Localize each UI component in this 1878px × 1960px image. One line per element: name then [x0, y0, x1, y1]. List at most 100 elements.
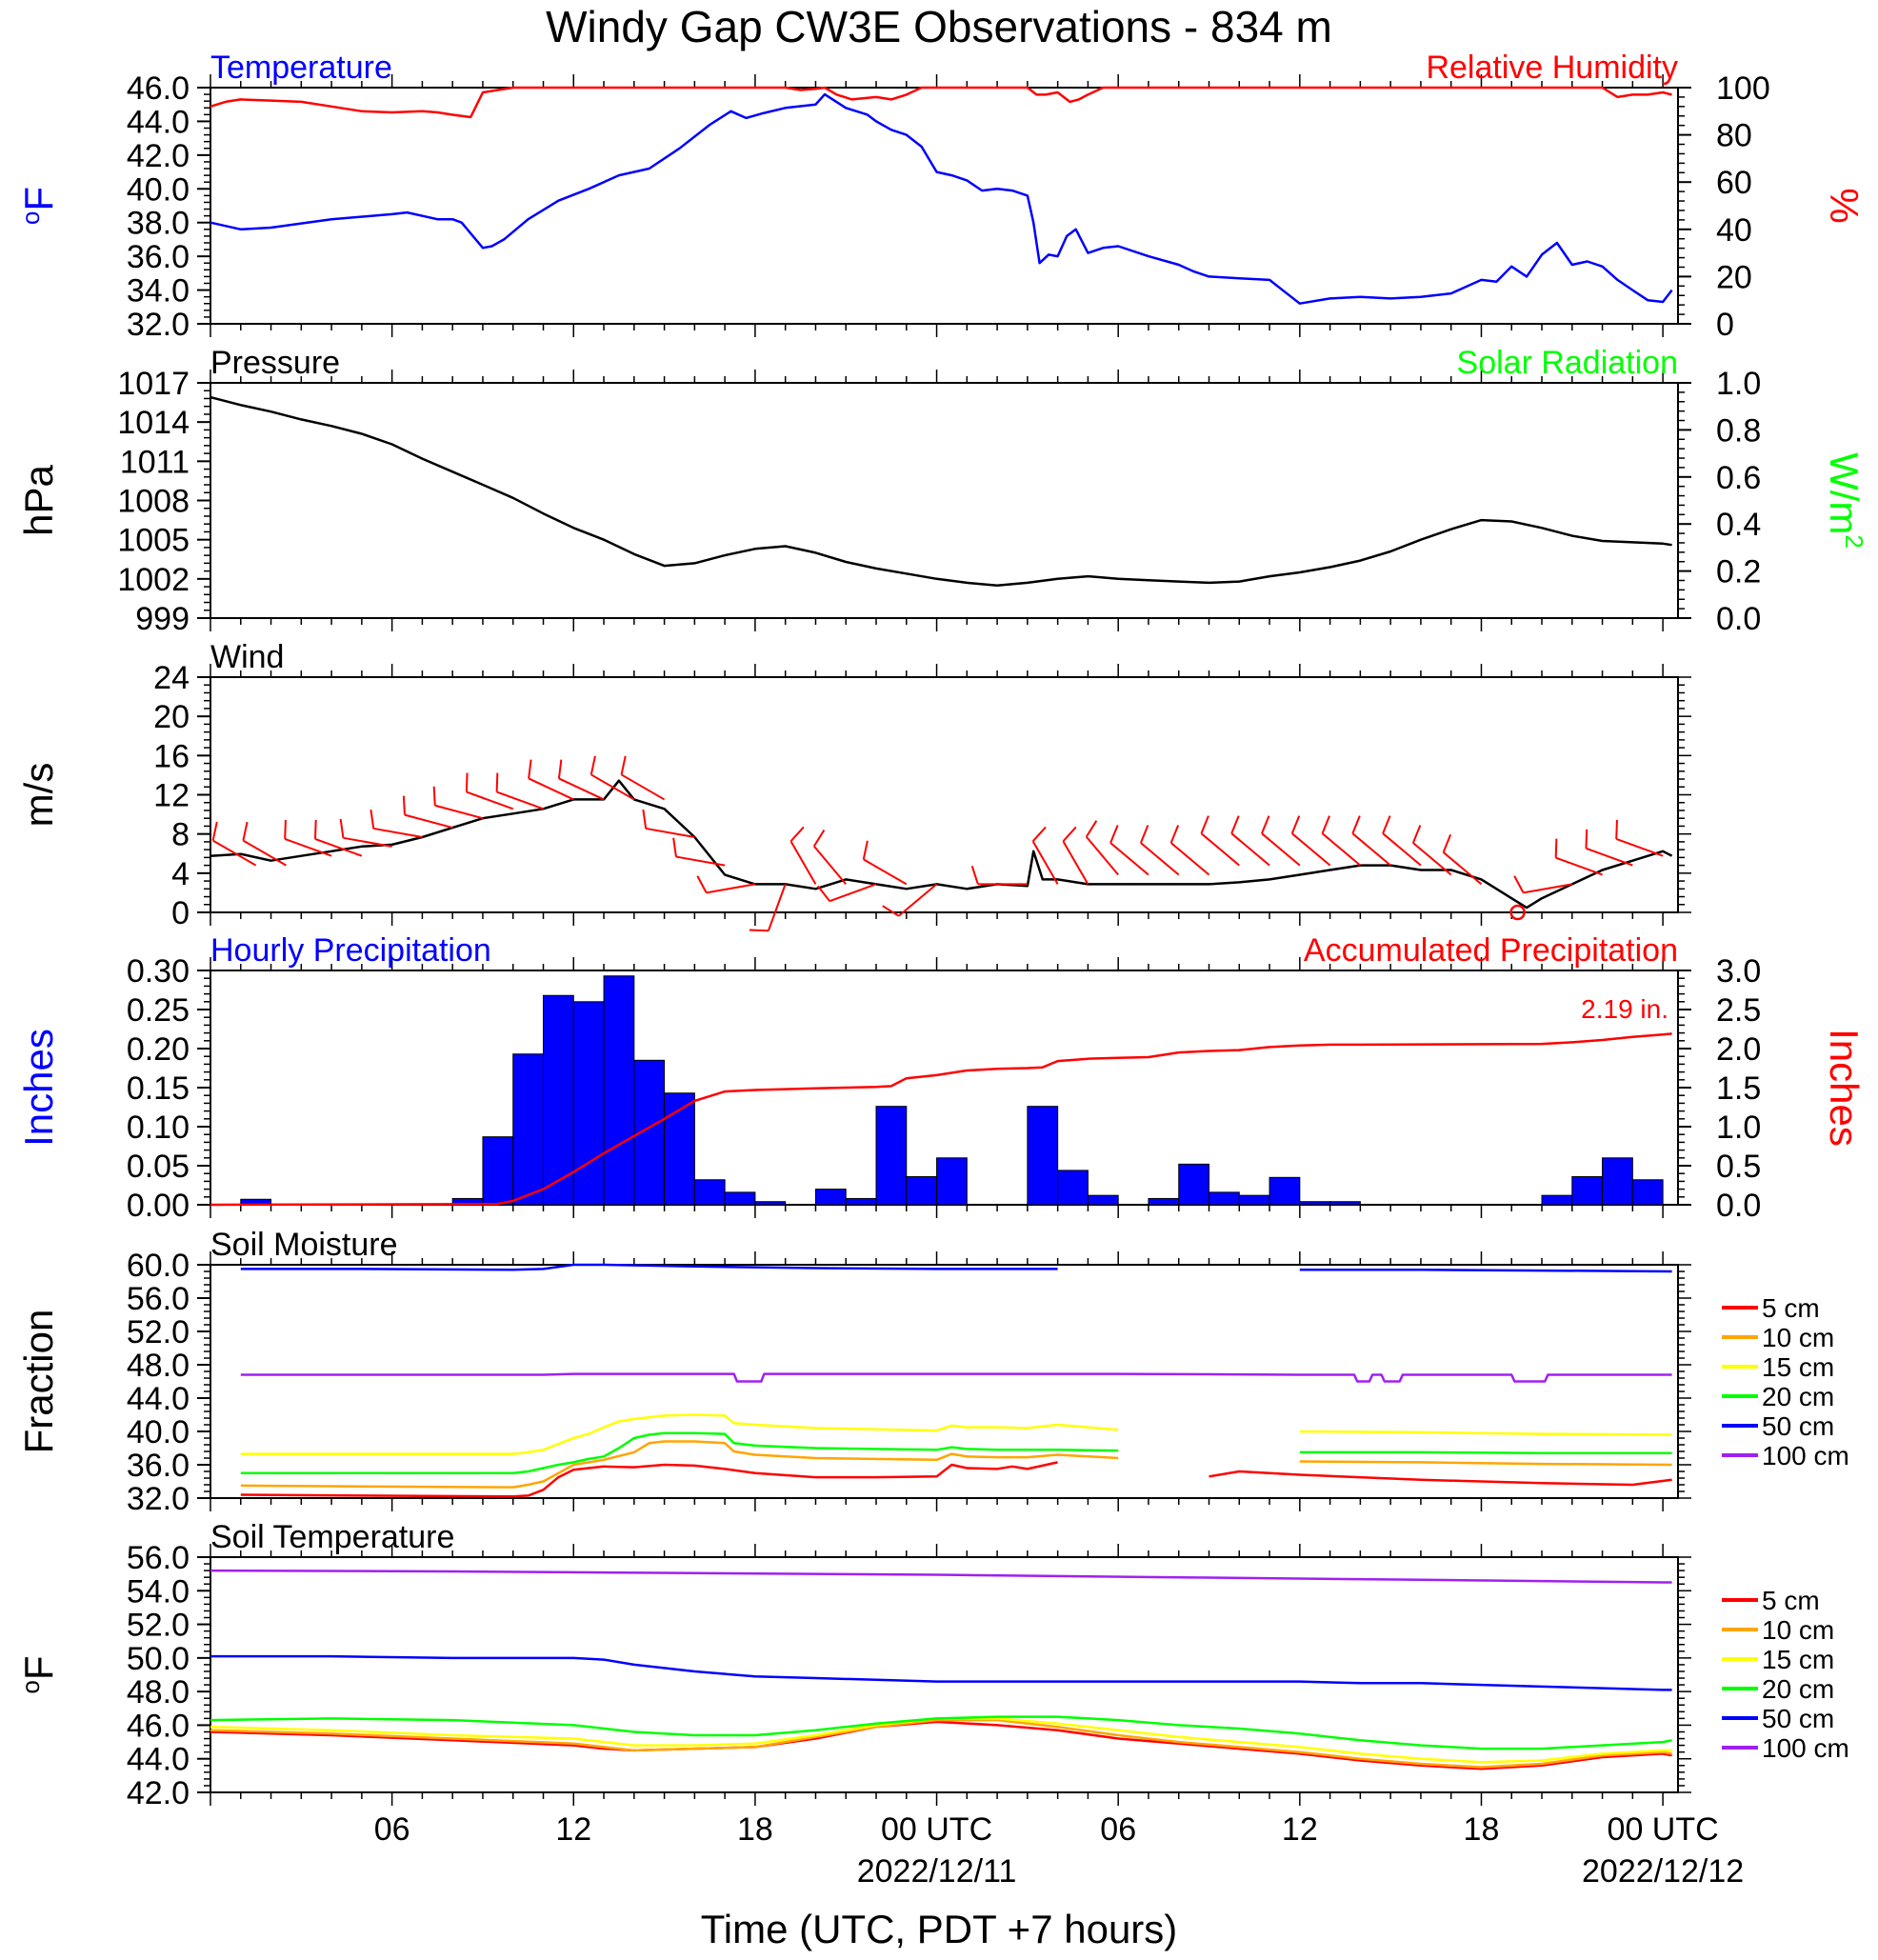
wind-barb-flag [1513, 875, 1525, 893]
y-axis-label-left: Fraction [16, 1310, 61, 1454]
x-tick-label: 06 [1100, 1811, 1136, 1848]
panel-title-left: Soil Temperature [210, 1519, 454, 1555]
precip-bar [1631, 1179, 1664, 1206]
wind-barb-flag [672, 837, 677, 857]
precip-bar [1299, 1201, 1331, 1206]
series-line-50-cm [240, 1263, 1058, 1271]
legend-label: 15 cm [1762, 1352, 1834, 1382]
y-tick-label-left: 0 [171, 895, 190, 931]
precip-bar [482, 1136, 514, 1206]
y-tick-label-left: 52.0 [127, 1314, 190, 1350]
precip-bar [1571, 1175, 1604, 1206]
series-line-10-cm [1299, 1460, 1672, 1467]
precip-bar [1057, 1170, 1089, 1206]
wind-barb [829, 883, 877, 903]
wind-barb-flag [528, 759, 532, 779]
y-tick-label-left: 42.0 [127, 1775, 190, 1811]
panel-title-left: Pressure [210, 345, 340, 381]
y-tick-label-left: 999 [135, 601, 190, 637]
series-line-20-cm [1299, 1450, 1672, 1455]
wind-barb [1615, 837, 1664, 857]
precip-bar [754, 1201, 787, 1206]
precip-bar [1178, 1163, 1210, 1206]
wind-barb-flag [242, 821, 249, 841]
wind-barb-flag [1109, 825, 1119, 844]
wind-barb-flag [589, 755, 596, 775]
x-tick-label: 12 [1282, 1811, 1318, 1848]
y-tick-label-right: 0.5 [1716, 1149, 1761, 1185]
legend-label: 50 cm [1762, 1704, 1834, 1733]
y-tick-label-left: 48.0 [127, 1674, 190, 1710]
wind-barb-flag [1442, 834, 1452, 853]
wind-barb-flag [314, 819, 317, 839]
panel-frame [210, 1556, 1679, 1793]
y-tick-label-left: 1014 [117, 405, 190, 441]
panel-frame [210, 382, 1679, 619]
y-tick-label-left: 1008 [117, 484, 190, 520]
y-axis-label-left: hPa [16, 464, 61, 535]
y-tick-label-right: 0.0 [1716, 1188, 1761, 1224]
y-tick-label-right: 100 [1716, 70, 1770, 107]
legend-label: 5 cm [1762, 1293, 1820, 1323]
wind-barb [863, 858, 908, 886]
y-tick-label-left: 38.0 [127, 206, 190, 242]
precip-bar [1541, 1194, 1573, 1206]
y-tick-label-right: 0.2 [1716, 554, 1761, 590]
y-tick-label-left: 32.0 [127, 1481, 190, 1517]
series-line-accumulated-precipitation [210, 1032, 1672, 1207]
wind-barb [496, 790, 544, 810]
y-tick-label-right: 40 [1716, 212, 1752, 249]
y-axis-label-right: Inches [1822, 1029, 1867, 1147]
y-tick-label-right: 20 [1716, 259, 1752, 295]
y-tick-label-left: 44.0 [127, 1742, 190, 1778]
wind-barb [898, 883, 938, 917]
y-tick-label-right: 1.0 [1716, 366, 1761, 402]
wind-barb [434, 804, 484, 820]
wind-barb-flag [1062, 826, 1077, 842]
wind-barb-flag [817, 885, 830, 902]
series-line-wind-speed [210, 779, 1673, 910]
wind-barb [1382, 832, 1422, 867]
wind-barb-flag [284, 819, 287, 839]
wind-barb [1555, 856, 1603, 876]
wind-barb [645, 827, 695, 838]
y-tick-label-right: 1.5 [1716, 1070, 1761, 1107]
y-axis-label-left: oF [16, 187, 61, 225]
y-tick-label-left: 54.0 [127, 1573, 190, 1610]
precip-bar [1027, 1106, 1059, 1206]
wind-barb-flag [339, 818, 345, 838]
legend-label: 10 cm [1762, 1615, 1834, 1645]
y-tick-label-left: 56.0 [127, 1540, 190, 1576]
y-tick-label-left: 46.0 [127, 1708, 190, 1744]
y-tick-label-left: 32.0 [127, 307, 190, 343]
y-tick-label-left: 0.30 [127, 953, 190, 990]
wind-barb [621, 773, 666, 801]
panels: 32.034.036.038.040.042.044.046.002040608… [16, 50, 1868, 1890]
wind-barb [212, 839, 257, 867]
y-tick-label-left: 48.0 [127, 1348, 190, 1384]
wind-barb [284, 837, 332, 857]
y-axis-label-right: W/m2 [1822, 452, 1868, 549]
legend-label: 15 cm [1762, 1645, 1834, 1674]
x-tick-label: 00 UTC [881, 1811, 992, 1848]
legend-label: 100 cm [1762, 1733, 1849, 1763]
y-tick-label-right: 0.8 [1716, 412, 1761, 449]
wind-barb [813, 845, 848, 886]
y-axis-label-left: Inches [16, 1029, 61, 1147]
precip-bar [814, 1189, 847, 1206]
y-tick-label-left: 20 [153, 699, 190, 735]
wind-barb [1261, 832, 1301, 867]
panel-title-right: Relative Humidity [1426, 50, 1678, 86]
wind-barb [1031, 840, 1059, 885]
panel-title-right: Accumulated Precipitation [1304, 932, 1678, 969]
y-tick-label-left: 24 [153, 660, 190, 696]
y-tick-label-left: 0.10 [127, 1110, 190, 1146]
wind-barb-flag [1031, 826, 1047, 842]
panel-title-right: Solar Radiation [1457, 345, 1678, 381]
precip-bar [1602, 1157, 1633, 1206]
y-tick-label-left: 34.0 [127, 273, 190, 310]
wind-barb [767, 884, 787, 931]
precip-bar [1148, 1197, 1180, 1206]
panel-frame [210, 676, 1679, 913]
wind-barb-flag [882, 905, 900, 917]
